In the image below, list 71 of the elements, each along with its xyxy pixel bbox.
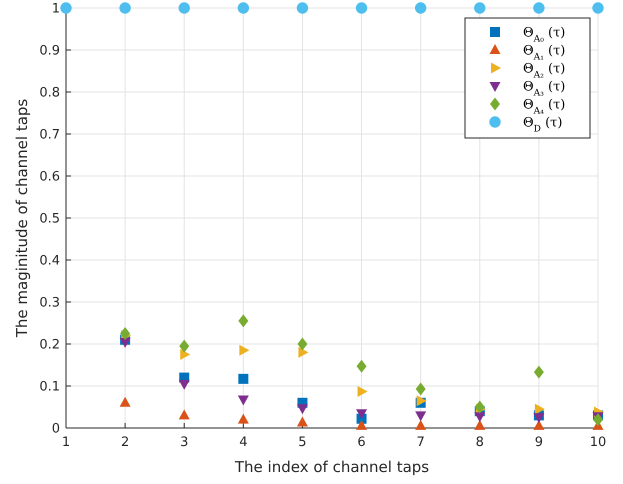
legend-label: Θ$_{A₃}$ (τ): [523, 80, 566, 98]
point: [474, 412, 486, 422]
legend-label: Θ$_{A₂}$ (τ): [523, 62, 566, 80]
y-tick-label: 0.8: [39, 86, 60, 100]
point: [238, 314, 248, 328]
point: [120, 327, 130, 340]
y-tick-label: 0.1: [39, 380, 60, 394]
point: [178, 409, 190, 420]
point: [179, 340, 190, 353]
point: [358, 386, 368, 397]
x-tick-label: 1: [62, 435, 70, 450]
point: [416, 395, 427, 406]
point: [60, 2, 72, 14]
y-tick-label: 0.9: [39, 44, 60, 58]
point: [356, 409, 368, 420]
x-tick-label: 2: [120, 435, 130, 450]
x-axis-title: The index of channel taps: [234, 458, 430, 476]
x-tick-label: 3: [180, 435, 188, 450]
legend-label: Θ$_{A₀}$ (τ): [523, 26, 566, 44]
point: [296, 416, 308, 427]
point: [297, 338, 308, 350]
point: [415, 411, 426, 422]
point: [180, 349, 190, 360]
point: [533, 420, 544, 430]
point: [474, 420, 486, 430]
y-tick-label: 0.5: [39, 212, 60, 226]
point: [356, 2, 368, 14]
y-tick-label: 0.4: [39, 254, 60, 268]
point: [238, 414, 249, 424]
point: [119, 2, 131, 14]
point: [296, 2, 308, 14]
point: [415, 420, 426, 430]
point: [296, 404, 308, 414]
point: [534, 404, 545, 415]
point: [593, 413, 603, 426]
point: [298, 346, 308, 358]
x-tick-label: 10: [590, 435, 606, 450]
point: [533, 413, 544, 424]
legend-label: Θ$_{A₄}$ (τ): [523, 98, 566, 116]
x-tick-label: 9: [534, 435, 544, 450]
point: [178, 2, 190, 14]
point: [416, 382, 426, 396]
point: [120, 338, 131, 348]
point: [356, 420, 368, 430]
point: [238, 2, 250, 14]
point: [356, 360, 367, 373]
y-tick-label: 1: [52, 2, 60, 16]
y-tick-label: 0.7: [39, 128, 60, 142]
y-tick-label: 0.6: [39, 170, 60, 184]
point: [474, 400, 485, 414]
x-tick-label: 4: [239, 435, 248, 450]
x-tick-label: 7: [416, 435, 425, 450]
y-tick-label: 0: [52, 422, 60, 436]
y-tick-label: 0.3: [39, 296, 60, 310]
point: [238, 374, 248, 384]
point: [238, 395, 249, 406]
point: [178, 380, 190, 390]
x-tick-label: 8: [476, 435, 484, 450]
x-tick-label: 5: [298, 435, 307, 450]
x-tick-label: 6: [357, 435, 366, 450]
point: [414, 2, 426, 14]
point: [534, 366, 544, 379]
point: [120, 396, 131, 407]
point: [592, 2, 604, 14]
point: [239, 344, 250, 356]
y-tick-label: 0.2: [39, 338, 60, 352]
point: [533, 2, 545, 14]
y-axis-title: The maginitude of channel taps: [13, 98, 31, 338]
legend-label: Θ$_{D}$ (τ): [523, 116, 562, 134]
point: [474, 2, 486, 14]
legend-label: Θ$_{A₁}$ (τ): [523, 44, 566, 62]
